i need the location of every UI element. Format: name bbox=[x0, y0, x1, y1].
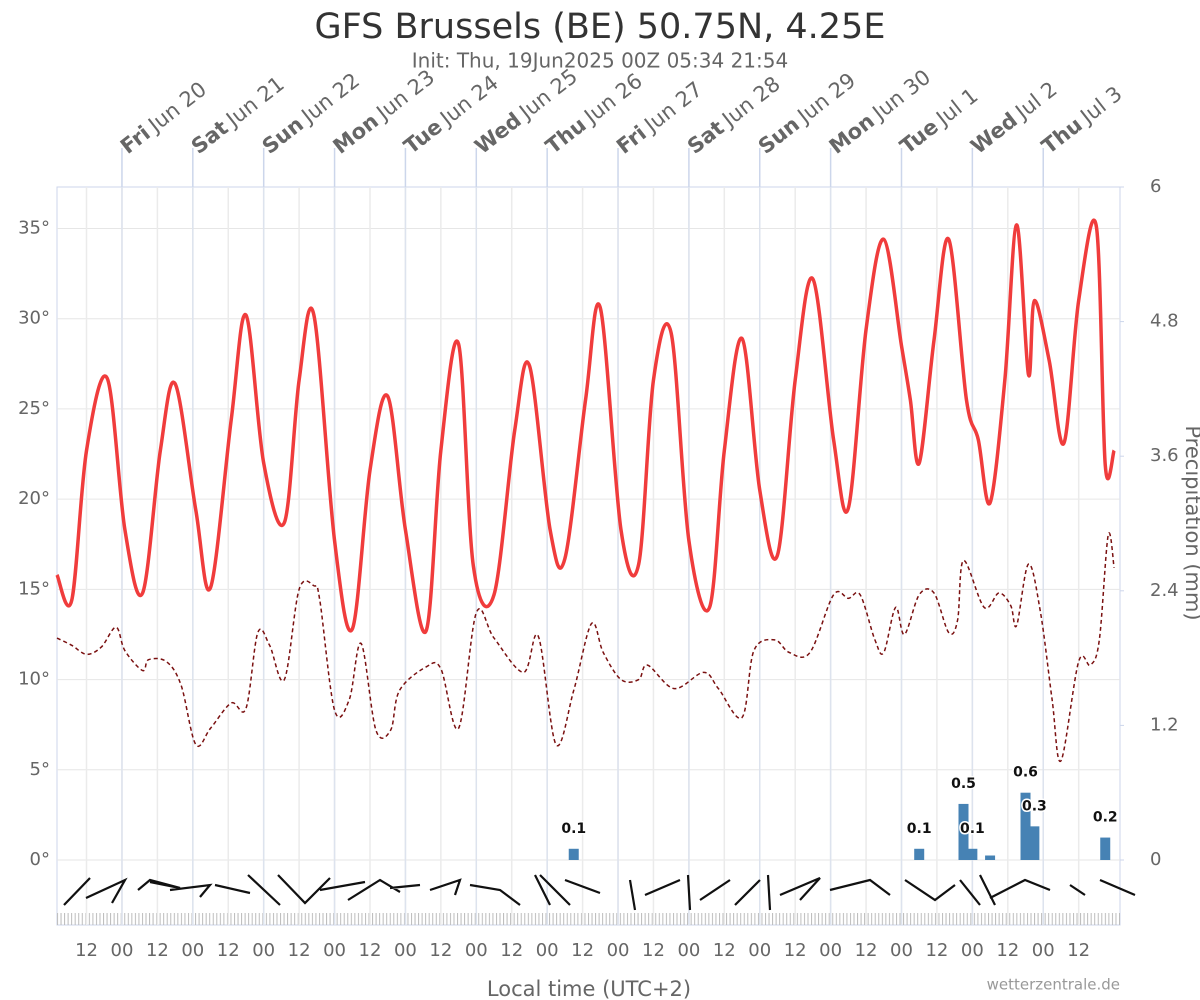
x-tick-label: 12 bbox=[996, 940, 1019, 961]
weekday: Sun bbox=[754, 112, 804, 159]
x-tick-label: 00 bbox=[536, 940, 559, 961]
y-tick-label: 15° bbox=[18, 578, 50, 599]
y2-tick-label: 2.4 bbox=[1150, 580, 1179, 601]
precip-bar bbox=[1029, 826, 1040, 860]
y2-tick-label: 3.6 bbox=[1150, 445, 1179, 466]
precip-bar bbox=[568, 848, 579, 860]
x-tick-label: 00 bbox=[181, 940, 204, 961]
weekday: Mon bbox=[329, 109, 383, 159]
x-tick-label: 12 bbox=[75, 940, 98, 961]
weekday: Sat bbox=[683, 116, 729, 159]
weekday: Mon bbox=[825, 109, 879, 159]
x-tick-label: 12 bbox=[500, 940, 523, 961]
plot-area bbox=[56, 186, 1121, 926]
y-tick-label: 35° bbox=[18, 217, 50, 238]
dew-point-line bbox=[56, 532, 1115, 762]
precip-bar bbox=[967, 848, 978, 860]
bar-value-label: 0.5 bbox=[951, 776, 976, 792]
x-tick-label: 12 bbox=[571, 940, 594, 961]
x-axis-label: Local time (UTC+2) bbox=[487, 977, 691, 1000]
x-tick-label: 12 bbox=[1067, 940, 1090, 961]
date: Jul 2 bbox=[1009, 77, 1061, 125]
temperature-line bbox=[55, 218, 1116, 635]
y-tick-label: 30° bbox=[18, 308, 50, 329]
x-tick-label: 00 bbox=[748, 940, 771, 961]
precip-bar bbox=[1100, 837, 1111, 860]
hour-ticks-band bbox=[57, 913, 1120, 925]
x-tick-label: 12 bbox=[925, 940, 948, 961]
x-tick-label: 00 bbox=[961, 940, 984, 961]
date: Jun 26 bbox=[578, 69, 647, 130]
y-tick-label: 10° bbox=[18, 669, 50, 690]
marks bbox=[55, 218, 1116, 860]
credit: wetterzentrale.de bbox=[987, 976, 1120, 994]
y2-tick-label: 1.2 bbox=[1150, 714, 1179, 735]
x-tick-label: 12 bbox=[855, 940, 878, 961]
weekday: Wed bbox=[966, 108, 1022, 159]
chart-subtitle: Init: Thu, 19Jun2025 00Z 05:34 21:54 bbox=[412, 49, 788, 73]
x-tick-label: 00 bbox=[607, 940, 630, 961]
x-tick-label: 12 bbox=[713, 940, 736, 961]
y-tick-label: 5° bbox=[30, 759, 50, 780]
wind-barbs bbox=[63, 874, 1136, 911]
bar-value-label: 0.1 bbox=[561, 821, 586, 837]
y-tick-label: 0° bbox=[30, 849, 50, 870]
precip-bar bbox=[1020, 792, 1031, 860]
x-tick-label: 00 bbox=[1032, 940, 1055, 961]
weekday: Wed bbox=[470, 108, 526, 159]
x-tick-label: 00 bbox=[677, 940, 700, 961]
precip-bar bbox=[958, 803, 969, 860]
x-tick-label: 00 bbox=[252, 940, 275, 961]
chart-title: GFS Brussels (BE) 50.75N, 4.25E bbox=[315, 7, 886, 47]
x-tick-label: 12 bbox=[217, 940, 240, 961]
x-tick-label: 00 bbox=[465, 940, 488, 961]
y-tick-label: 20° bbox=[18, 488, 50, 509]
date: Jul 3 bbox=[1074, 82, 1126, 130]
x-tick-label: 00 bbox=[890, 940, 913, 961]
weekday: Thu bbox=[541, 113, 591, 159]
bar-value-label: 0.1 bbox=[907, 821, 932, 837]
bar-value-label: 0.6 bbox=[1013, 765, 1038, 781]
x-tick-label: 12 bbox=[784, 940, 807, 961]
grid bbox=[57, 148, 1124, 925]
y2-tick-label: 4.8 bbox=[1150, 311, 1179, 332]
bar-value-label: 0.2 bbox=[1093, 810, 1118, 826]
x-tick-label: 00 bbox=[394, 940, 417, 961]
y2-tick-label: 0 bbox=[1150, 849, 1161, 870]
x-tick-label: 00 bbox=[323, 940, 346, 961]
precip-bar bbox=[985, 855, 996, 860]
x-tick-label: 12 bbox=[146, 940, 169, 961]
weekday: Sat bbox=[187, 116, 233, 159]
weekday: Tue bbox=[399, 114, 446, 158]
bar-value-label: 0.3 bbox=[1022, 798, 1047, 814]
date: Jul 1 bbox=[930, 83, 982, 131]
weekday: Thu bbox=[1037, 113, 1087, 159]
precip-bar bbox=[914, 848, 925, 860]
x-tick-label: 12 bbox=[429, 940, 452, 961]
weekday: Tue bbox=[895, 114, 942, 158]
bar-value-label: 0.1 bbox=[960, 821, 985, 837]
y2-axis-label: Precipitation (mm) bbox=[1181, 425, 1200, 620]
y2-tick-label: 6 bbox=[1150, 176, 1161, 197]
x-tick-label: 00 bbox=[111, 940, 134, 961]
x-tick-label: 12 bbox=[359, 940, 382, 961]
weekday: Sun bbox=[258, 112, 308, 159]
x-tick-label: 12 bbox=[642, 940, 665, 961]
y-tick-label: 25° bbox=[18, 398, 50, 419]
x-tick-label: 00 bbox=[819, 940, 842, 961]
x-tick-label: 12 bbox=[288, 940, 311, 961]
